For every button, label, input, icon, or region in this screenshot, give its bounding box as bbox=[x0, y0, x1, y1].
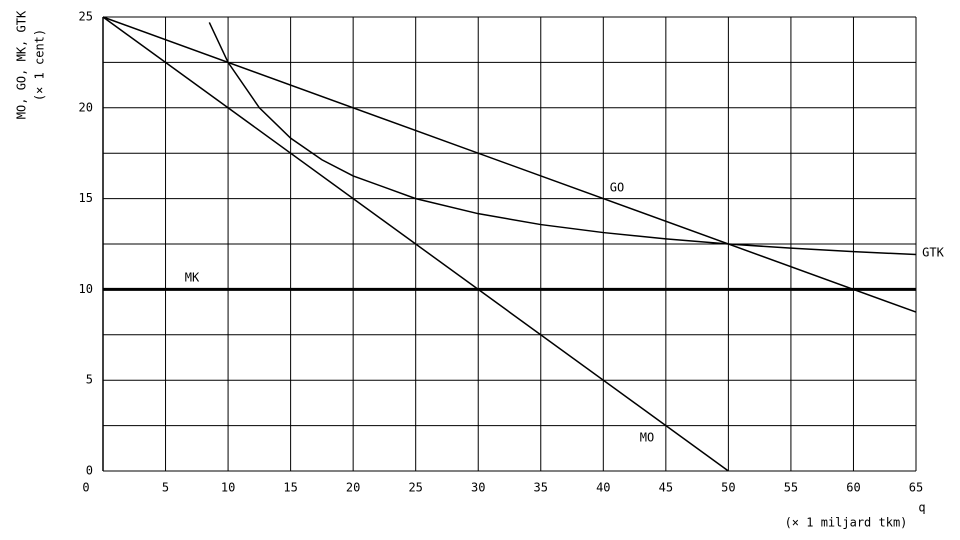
y-axis-label: (× 1 cent) bbox=[33, 29, 47, 101]
x-tick-label: 10 bbox=[221, 481, 235, 495]
series-label: MO bbox=[640, 431, 654, 445]
x-tick-label: 0 bbox=[82, 481, 89, 495]
x-tick-label: 60 bbox=[846, 481, 860, 495]
y-tick-label: 5 bbox=[86, 373, 93, 387]
y-tick-label: 10 bbox=[79, 282, 93, 296]
y-axis-label: MO, GO, MK, GTK bbox=[15, 10, 29, 119]
y-tick-label: 0 bbox=[86, 464, 93, 478]
series-line bbox=[208, 22, 917, 256]
x-tick-label: 15 bbox=[283, 481, 297, 495]
x-axis-label: (× 1 miljard tkm) bbox=[785, 516, 908, 530]
series-line bbox=[102, 16, 729, 472]
x-tick-label: 50 bbox=[721, 481, 735, 495]
x-tick-label: 25 bbox=[408, 481, 422, 495]
x-tick-label: 45 bbox=[659, 481, 673, 495]
x-tick-label: 20 bbox=[346, 481, 360, 495]
series-label: GTK bbox=[922, 246, 944, 260]
y-tick-label: 20 bbox=[79, 100, 93, 114]
series-label: MK bbox=[185, 271, 200, 285]
x-tick-label: 65 bbox=[909, 481, 923, 495]
x-tick-label: 30 bbox=[471, 481, 485, 495]
y-tick-label: 25 bbox=[79, 10, 93, 24]
series-line bbox=[102, 16, 917, 313]
series-label: GO bbox=[610, 181, 624, 195]
x-tick-label: 5 bbox=[162, 481, 169, 495]
x-tick-label: 35 bbox=[534, 481, 548, 495]
y-tick-label: 15 bbox=[79, 191, 93, 205]
x-tick-label: 55 bbox=[784, 481, 798, 495]
x-axis-label: q bbox=[918, 501, 925, 515]
x-tick-label: 40 bbox=[596, 481, 610, 495]
